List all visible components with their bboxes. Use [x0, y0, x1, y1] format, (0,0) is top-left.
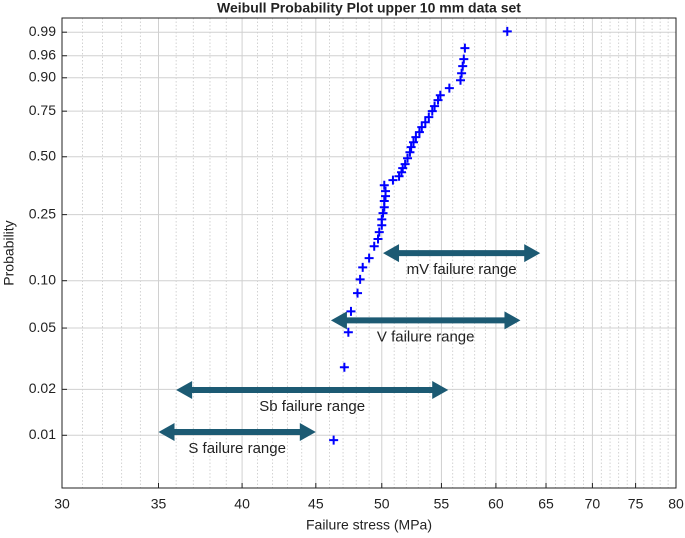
- y-tick-label: 0.01: [29, 426, 56, 442]
- x-axis-label: Failure stress (MPa): [306, 517, 432, 533]
- data-point: [379, 180, 389, 190]
- data-point: [458, 61, 468, 71]
- data-point: [444, 83, 454, 93]
- data-point: [427, 106, 437, 116]
- plot-frame: [61, 17, 677, 489]
- data-point: [455, 75, 465, 85]
- arrow-head: [504, 311, 521, 330]
- data-point: [388, 175, 398, 185]
- x-tick-label: 35: [151, 496, 167, 512]
- data-point: [502, 26, 512, 36]
- data-point: [373, 234, 383, 244]
- x-tick-label: 45: [308, 496, 324, 512]
- arrow-head: [383, 244, 400, 263]
- data-point: [405, 147, 415, 157]
- x-tick-label: 70: [585, 496, 601, 512]
- data-point: [339, 362, 349, 372]
- data-point: [435, 90, 445, 100]
- data-point: [424, 112, 434, 122]
- x-tick-label: 55: [434, 496, 450, 512]
- annotation-label: V failure range: [377, 328, 475, 345]
- y-tick-label: 0.99: [29, 23, 56, 39]
- arrow-head: [432, 381, 449, 400]
- x-tick-label: 40: [234, 496, 250, 512]
- data-point: [369, 241, 379, 251]
- x-tick-label: 80: [668, 496, 684, 512]
- y-tick-label: 0.10: [29, 271, 56, 287]
- data-point: [377, 214, 387, 224]
- data-point: [396, 167, 406, 177]
- arrow-head: [158, 423, 175, 442]
- x-tick-label: 50: [374, 496, 390, 512]
- data-point: [381, 186, 391, 196]
- chart-title: Weibull Probability Plot upper 10 mm dat…: [217, 0, 521, 16]
- data-point: [430, 101, 440, 111]
- range-arrow: [330, 311, 521, 330]
- data-point: [379, 196, 389, 206]
- data-point: [364, 253, 374, 263]
- y-tick-label: 0.75: [29, 102, 56, 118]
- data-point: [353, 288, 363, 298]
- data-point: [433, 95, 443, 105]
- range-arrow: [176, 381, 449, 400]
- data-point: [460, 43, 470, 53]
- y-tick-label: 0.90: [29, 68, 56, 84]
- range-arrow: [158, 423, 316, 442]
- data-point: [355, 274, 365, 284]
- data-point: [343, 327, 353, 337]
- y-tick-label: 0.25: [29, 205, 56, 221]
- arrow-head: [176, 381, 193, 400]
- y-tick-label: 0.05: [29, 319, 56, 335]
- data-point: [459, 54, 469, 64]
- x-tick-label: 75: [628, 496, 644, 512]
- data-point: [374, 227, 384, 237]
- data-point: [414, 127, 424, 137]
- data-point: [403, 153, 413, 163]
- y-tick-label: 0.96: [29, 46, 56, 62]
- data-point: [400, 159, 410, 169]
- data-point: [406, 142, 416, 152]
- arrow-head: [330, 311, 347, 330]
- data-point: [346, 306, 356, 316]
- data-point: [358, 262, 368, 272]
- annotation-label: Sb failure range: [259, 398, 365, 415]
- range-arrow: [383, 244, 541, 263]
- data-point: [329, 435, 339, 445]
- data-point: [378, 208, 388, 218]
- arrow-head: [524, 244, 541, 263]
- y-tick-label: 0.02: [29, 380, 56, 396]
- y-axis-label: Probability: [1, 220, 17, 285]
- y-tick-label: 0.50: [29, 147, 56, 163]
- x-tick-label: 30: [54, 496, 70, 512]
- x-tick-label: 65: [538, 496, 554, 512]
- data-point: [457, 68, 467, 78]
- data-point: [417, 122, 427, 132]
- annotation-label: mV failure range: [407, 261, 517, 278]
- x-tick-label: 60: [488, 496, 504, 512]
- data-point: [420, 117, 430, 127]
- data-point: [409, 137, 419, 147]
- data-point: [411, 132, 421, 142]
- arrow-head: [299, 423, 316, 442]
- annotation-label: S failure range: [188, 440, 286, 457]
